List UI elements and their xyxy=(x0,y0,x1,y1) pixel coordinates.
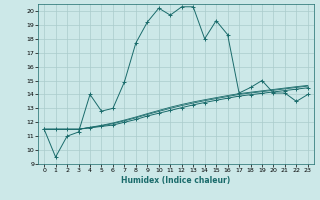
X-axis label: Humidex (Indice chaleur): Humidex (Indice chaleur) xyxy=(121,176,231,185)
